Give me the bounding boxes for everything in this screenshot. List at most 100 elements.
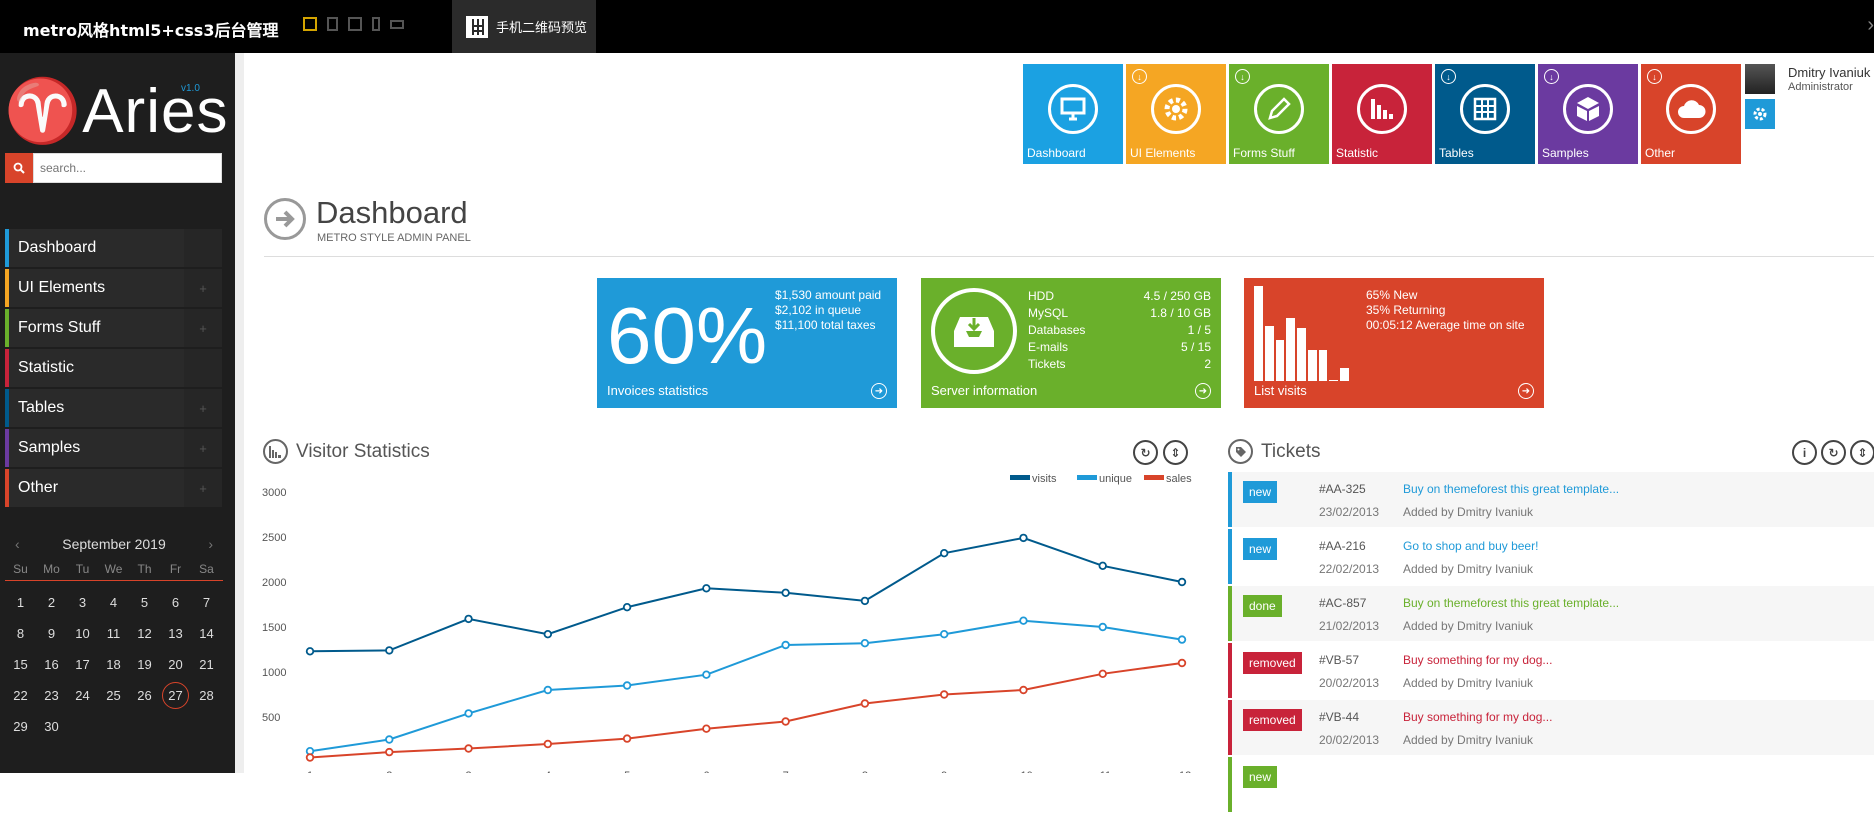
calendar-day[interactable]: 26 [137, 688, 152, 703]
tile-tables[interactable]: ↓ Tables [1435, 64, 1535, 164]
ticket-list: new #AA-325 23/02/2013 Buy on themeforest t… [1228, 472, 1874, 814]
calendar-day[interactable]: 1 [16, 595, 25, 610]
calendar-day[interactable]: 19 [137, 657, 152, 672]
search-button[interactable] [5, 153, 33, 183]
calendar-day[interactable]: 4 [109, 595, 118, 610]
calendar-day[interactable]: 21 [199, 657, 214, 672]
ticket-link[interactable]: Buy on themeforest this great template..… [1403, 482, 1620, 496]
server-stat-card[interactable]: HDD 4.5 / 250 GB MySQL 1.8 / 10 GB Databases… [921, 278, 1221, 408]
ticket-link[interactable]: Buy something for my dog... [1403, 710, 1553, 724]
calendar-day[interactable]: 16 [44, 657, 59, 672]
arrow-circle-icon[interactable]: ➜ [871, 383, 887, 399]
ticket-date: 23/02/2013 [1319, 505, 1380, 519]
calendar-day[interactable]: 3 [78, 595, 87, 610]
x-tick-label: 6 [703, 770, 709, 773]
calendar-day[interactable]: 27 [162, 682, 189, 709]
plus-icon[interactable]: + [184, 389, 222, 427]
download-icon: ↓ [1647, 69, 1662, 84]
cloud-icon [1666, 84, 1716, 134]
ticket-link[interactable]: Buy on themeforest this great template..… [1403, 596, 1620, 610]
info-icon[interactable]: i [1792, 440, 1817, 465]
calendar-day[interactable]: 6 [171, 595, 180, 610]
tag-icon [1228, 439, 1253, 464]
sidebar-item-dashboard[interactable]: Dashboard [5, 229, 222, 267]
plus-icon[interactable]: + [184, 269, 222, 307]
tile-ui-elements[interactable]: ↓ UI Elements [1126, 64, 1226, 164]
plus-icon[interactable]: + [184, 429, 222, 467]
collapse-toggle-icon[interactable]: ⇕ [1163, 440, 1188, 465]
ticket-row[interactable]: new #AA-216 22/02/2013 Go to shop and buy b… [1228, 529, 1874, 584]
sidebar-item-statistic[interactable]: Statistic [5, 349, 222, 387]
collapse-icon[interactable]: › [1867, 14, 1874, 36]
ticket-row[interactable]: removed #VB-57 20/02/2013 Buy something for… [1228, 643, 1874, 698]
tile-samples[interactable]: ↓ Samples [1538, 64, 1638, 164]
tile-dashboard[interactable]: Dashboard [1023, 64, 1123, 164]
ticket-row[interactable]: done #AC-857 21/02/2013 Buy on themeforest … [1228, 586, 1874, 641]
calendar-day[interactable]: 30 [44, 719, 59, 734]
data-point-visits [385, 646, 394, 655]
calendar-next-icon[interactable]: › [208, 536, 213, 552]
refresh-icon[interactable]: ↻ [1821, 440, 1846, 465]
collapse-toggle-icon[interactable]: ⇕ [1850, 440, 1874, 465]
settings-button[interactable] [1745, 99, 1775, 129]
calendar-day[interactable]: 2 [47, 595, 56, 610]
weekday-label: Mo [43, 561, 60, 576]
calendar-day[interactable]: 11 [106, 626, 121, 641]
tile-other[interactable]: ↓ Other [1641, 64, 1741, 164]
phone-landscape-view-icon[interactable] [390, 20, 404, 29]
calendar-day[interactable]: 8 [16, 626, 25, 641]
calendar-day[interactable]: 28 [199, 688, 214, 703]
calendar-day[interactable]: 12 [137, 626, 152, 641]
calendar-day[interactable]: 18 [106, 657, 121, 672]
tile-statistic[interactable]: Statistic [1332, 64, 1432, 164]
ticket-row[interactable]: removed #VB-44 20/02/2013 Buy something for… [1228, 700, 1874, 755]
calendar-day[interactable]: 15 [13, 657, 28, 672]
calendar-day[interactable]: 20 [168, 657, 183, 672]
calendar-day[interactable]: 5 [140, 595, 149, 610]
sidebar-item-samples[interactable]: Samples + [5, 429, 222, 467]
refresh-icon[interactable]: ↻ [1133, 440, 1158, 465]
sidebar-item-ui-elements[interactable]: UI Elements + [5, 269, 222, 307]
calendar-day[interactable]: 13 [168, 626, 183, 641]
visits-stat-card[interactable]: 65% New 35% Returning 00:05:12 Average tim… [1244, 278, 1544, 408]
plus-icon[interactable]: + [184, 469, 222, 507]
calendar-day[interactable]: 10 [75, 626, 90, 641]
calendar-day[interactable]: 14 [199, 626, 214, 641]
qr-preview-button[interactable]: 手机二维码预览 [452, 0, 596, 53]
server-info-value: 1.8 / 10 GB [1150, 306, 1211, 320]
calendar-day[interactable]: 22 [13, 688, 28, 703]
sidebar-item-forms-stuff[interactable]: Forms Stuff + [5, 309, 222, 347]
calendar-day[interactable]: 17 [75, 657, 90, 672]
calendar-day[interactable]: 23 [44, 688, 59, 703]
avatar[interactable] [1745, 64, 1775, 94]
data-point-unique [543, 685, 553, 695]
plus-icon[interactable]: + [184, 309, 222, 347]
ticket-link[interactable]: Buy something for my dog... [1403, 653, 1553, 667]
tile-forms-stuff[interactable]: ↓ Forms Stuff [1229, 64, 1329, 164]
calendar-day[interactable]: 24 [75, 688, 90, 703]
calendar-prev-icon[interactable]: ‹ [15, 536, 20, 552]
sidebar-item-tables[interactable]: Tables + [5, 389, 222, 427]
arrow-circle-icon[interactable]: ➜ [1518, 383, 1534, 399]
ticket-id: #VB-44 [1319, 710, 1360, 724]
sidebar-nav: Dashboard UI Elements + Forms Stuff + Statist… [5, 229, 222, 509]
invoices-stat-card[interactable]: 60% $1,530 amount paid $2,102 in queue $11… [597, 278, 897, 408]
tablet-landscape-view-icon[interactable] [348, 17, 362, 31]
data-point-sales [781, 717, 790, 726]
calendar-day[interactable]: 7 [202, 595, 211, 610]
phone-view-icon[interactable] [372, 17, 380, 31]
tablet-view-icon[interactable] [327, 17, 338, 31]
search-input[interactable] [33, 153, 222, 183]
calendar-day[interactable]: 9 [47, 626, 56, 641]
sidebar-item-other[interactable]: Other + [5, 469, 222, 507]
data-point-unique [1098, 622, 1107, 632]
calendar-day[interactable]: 25 [106, 688, 121, 703]
x-tick-label: 4 [545, 770, 551, 773]
ticket-row[interactable]: new #AA-325 23/02/2013 Buy on themeforest t… [1228, 472, 1874, 527]
calendar-day[interactable]: 29 [13, 719, 28, 734]
arrow-circle-icon[interactable]: ➜ [1195, 383, 1211, 399]
y-tick-label: 2000 [262, 577, 286, 589]
ticket-row[interactable]: new [1228, 757, 1874, 812]
desktop-view-icon[interactable] [303, 17, 317, 31]
ticket-link[interactable]: Go to shop and buy beer! [1403, 539, 1539, 553]
